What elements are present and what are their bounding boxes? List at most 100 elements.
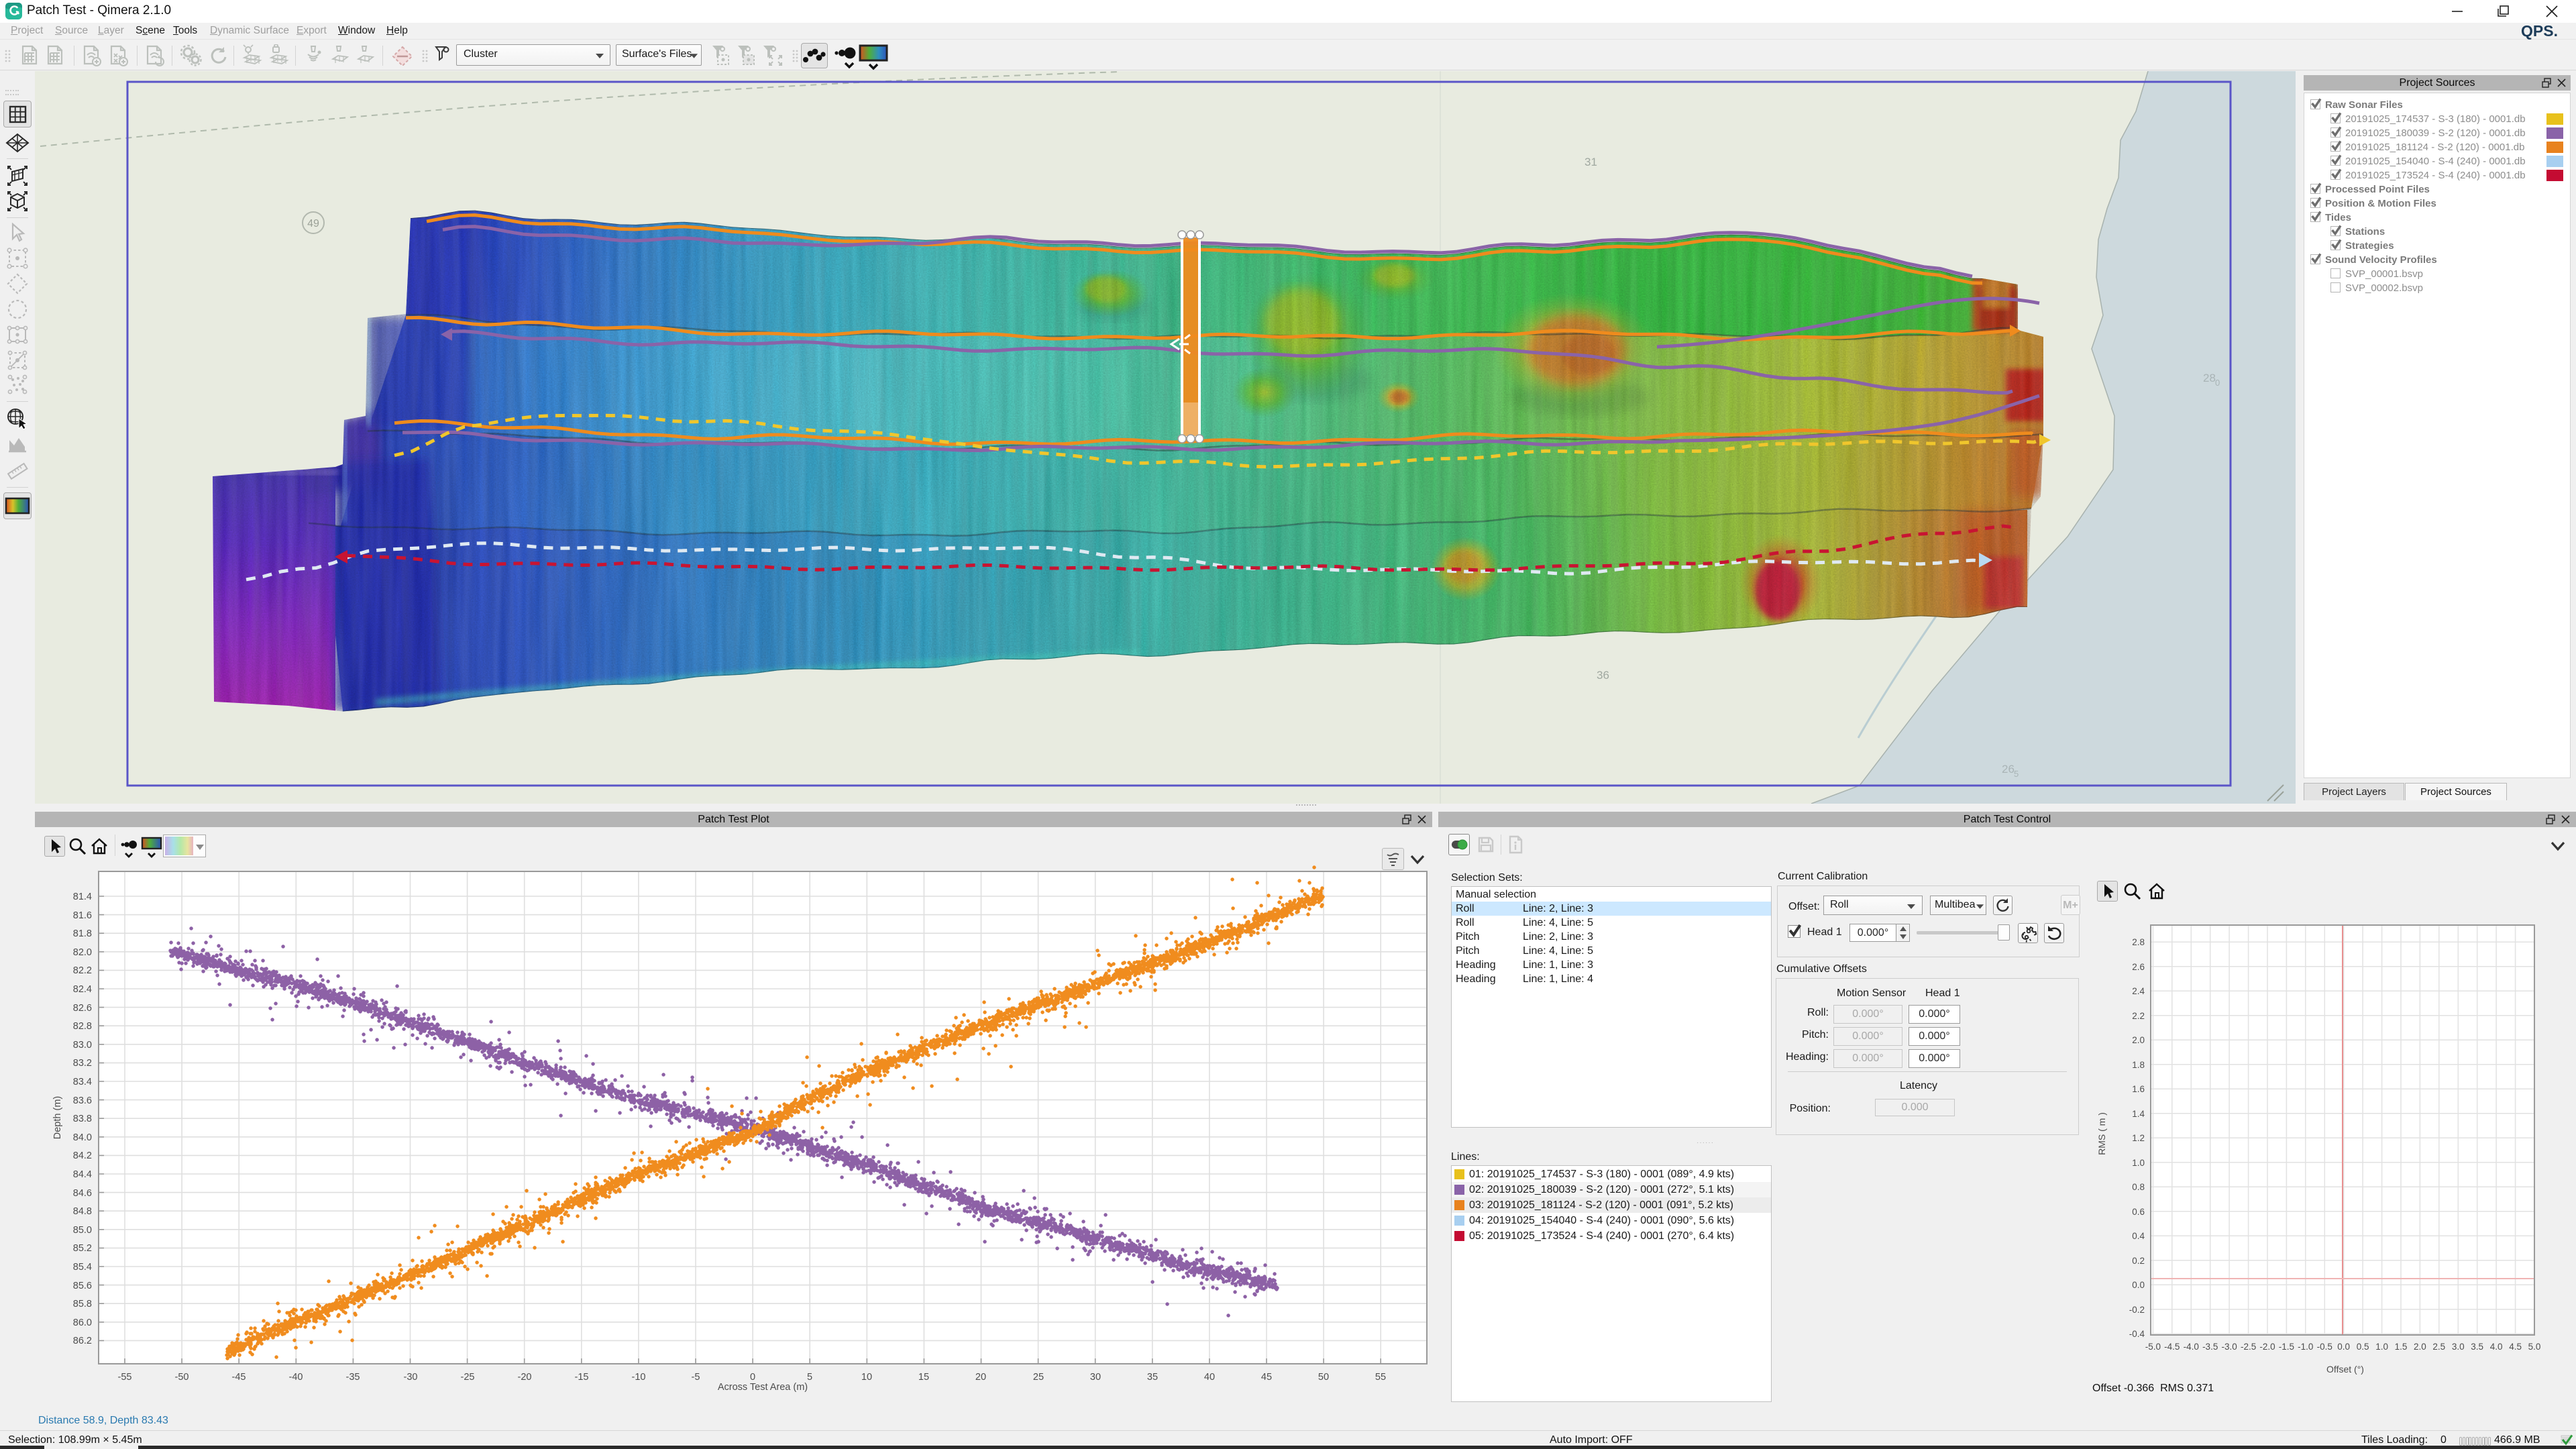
svg-text:-35: -35 <box>346 1372 360 1383</box>
svg-text:2.0: 2.0 <box>2414 1342 2426 1352</box>
svg-text:0.4: 0.4 <box>2132 1231 2145 1241</box>
svg-text:10: 10 <box>861 1372 872 1383</box>
svg-text:-5.0: -5.0 <box>2145 1342 2161 1352</box>
svg-text:2.6: 2.6 <box>2132 962 2145 972</box>
svg-text:15: 15 <box>918 1372 929 1383</box>
svg-text:-1.5: -1.5 <box>2279 1342 2294 1352</box>
svg-text:82.0: 82.0 <box>73 947 92 958</box>
svg-text:86.0: 86.0 <box>73 1318 92 1328</box>
svg-text:84.6: 84.6 <box>73 1188 92 1199</box>
svg-text:84.2: 84.2 <box>73 1150 92 1161</box>
svg-text:84.0: 84.0 <box>73 1132 92 1143</box>
svg-text:0: 0 <box>2215 378 2220 388</box>
svg-text:85.8: 85.8 <box>73 1299 92 1309</box>
svg-text:-0.2: -0.2 <box>2129 1305 2145 1315</box>
svg-text:50: 50 <box>1318 1372 1329 1383</box>
svg-text:2.0: 2.0 <box>2132 1035 2145 1045</box>
svg-text:-40: -40 <box>289 1372 303 1383</box>
svg-text:4.0: 4.0 <box>2490 1342 2503 1352</box>
svg-text:-1.0: -1.0 <box>2298 1342 2313 1352</box>
svg-text:5.0: 5.0 <box>2528 1342 2541 1352</box>
svg-text:3.5: 3.5 <box>2471 1342 2483 1352</box>
svg-text:86.2: 86.2 <box>73 1336 92 1346</box>
svg-text:4.5: 4.5 <box>2509 1342 2522 1352</box>
svg-text:85.0: 85.0 <box>73 1225 92 1236</box>
svg-text:-4.5: -4.5 <box>2164 1342 2180 1352</box>
svg-text:1.8: 1.8 <box>2132 1060 2145 1070</box>
svg-text:Offset -0.366 RMS 0.371: Offset -0.366 RMS 0.371 <box>2092 1383 2214 1394</box>
svg-text:5: 5 <box>2014 769 2019 779</box>
svg-text:-50: -50 <box>175 1372 189 1383</box>
svg-text:Depth (m): Depth (m) <box>52 1096 63 1139</box>
svg-text:35: 35 <box>1147 1372 1158 1383</box>
svg-text:0.5: 0.5 <box>2357 1342 2369 1352</box>
svg-text:2.2: 2.2 <box>2132 1011 2145 1021</box>
svg-text:2.4: 2.4 <box>2132 986 2145 996</box>
svg-text:31: 31 <box>1585 156 1597 168</box>
svg-text:-4.0: -4.0 <box>2184 1342 2199 1352</box>
svg-text:81.6: 81.6 <box>73 910 92 921</box>
svg-text:-10: -10 <box>632 1372 646 1383</box>
svg-text:Across Test Area (m): Across Test Area (m) <box>718 1382 808 1393</box>
svg-text:1.2: 1.2 <box>2132 1133 2145 1143</box>
svg-text:83.2: 83.2 <box>73 1058 92 1069</box>
svg-text:84.4: 84.4 <box>73 1169 92 1180</box>
svg-text:30: 30 <box>1090 1372 1101 1383</box>
svg-text:0.0: 0.0 <box>2337 1342 2350 1352</box>
svg-text:-2.5: -2.5 <box>2241 1342 2256 1352</box>
svg-text:-0.4: -0.4 <box>2129 1329 2145 1339</box>
svg-text:45: 45 <box>1261 1372 1272 1383</box>
svg-text:49: 49 <box>307 218 319 229</box>
svg-text:3.0: 3.0 <box>2452 1342 2465 1352</box>
svg-text:81.4: 81.4 <box>73 892 92 902</box>
svg-text:0: 0 <box>750 1372 755 1383</box>
svg-text:-5: -5 <box>692 1372 700 1383</box>
svg-text:28: 28 <box>2203 372 2216 384</box>
svg-text:Offset (°): Offset (°) <box>2326 1364 2364 1375</box>
svg-text:-30: -30 <box>404 1372 418 1383</box>
svg-text:0.2: 0.2 <box>2132 1256 2145 1266</box>
svg-text:25: 25 <box>1033 1372 1044 1383</box>
svg-text:-45: -45 <box>232 1372 246 1383</box>
svg-text:2.8: 2.8 <box>2132 937 2145 947</box>
svg-text:0.6: 0.6 <box>2132 1207 2145 1217</box>
svg-text:-20: -20 <box>518 1372 532 1383</box>
svg-text:83.8: 83.8 <box>73 1114 92 1124</box>
svg-text:83.0: 83.0 <box>73 1040 92 1051</box>
svg-text:85.2: 85.2 <box>73 1243 92 1254</box>
svg-text:83.4: 83.4 <box>73 1077 92 1087</box>
svg-text:85.6: 85.6 <box>73 1281 92 1291</box>
svg-text:-15: -15 <box>575 1372 589 1383</box>
svg-text:84.8: 84.8 <box>73 1206 92 1217</box>
svg-text:36: 36 <box>1597 669 1609 682</box>
svg-text:0.8: 0.8 <box>2132 1182 2145 1192</box>
svg-text:85.4: 85.4 <box>73 1262 92 1273</box>
svg-text:83.6: 83.6 <box>73 1095 92 1106</box>
svg-text:-2.0: -2.0 <box>2259 1342 2275 1352</box>
svg-text:Distance 58.9, Depth 83.43: Distance 58.9, Depth 83.43 <box>38 1415 168 1426</box>
svg-text:RMS ( m ): RMS ( m ) <box>2096 1112 2107 1155</box>
svg-text:26: 26 <box>2002 763 2015 775</box>
svg-text:-0.5: -0.5 <box>2317 1342 2332 1352</box>
svg-text:-3.0: -3.0 <box>2221 1342 2237 1352</box>
svg-text:2.5: 2.5 <box>2432 1342 2445 1352</box>
svg-text:0.0: 0.0 <box>2132 1280 2145 1290</box>
svg-text:-3.5: -3.5 <box>2202 1342 2218 1352</box>
svg-text:QPS.: QPS. <box>2521 23 2558 40</box>
svg-text:82.2: 82.2 <box>73 965 92 976</box>
svg-text:1.0: 1.0 <box>2132 1158 2145 1168</box>
svg-text:-55: -55 <box>118 1372 132 1383</box>
svg-text:20: 20 <box>975 1372 986 1383</box>
svg-text:55: 55 <box>1375 1372 1386 1383</box>
svg-text:1.0: 1.0 <box>2375 1342 2388 1352</box>
svg-text:1.4: 1.4 <box>2132 1109 2145 1119</box>
svg-text:40: 40 <box>1204 1372 1215 1383</box>
svg-text:1.6: 1.6 <box>2132 1084 2145 1094</box>
svg-text:82.6: 82.6 <box>73 1003 92 1014</box>
svg-text:1.5: 1.5 <box>2395 1342 2408 1352</box>
svg-text:-25: -25 <box>461 1372 475 1383</box>
svg-text:82.8: 82.8 <box>73 1021 92 1032</box>
svg-text:5: 5 <box>807 1372 812 1383</box>
svg-text:81.8: 81.8 <box>73 928 92 939</box>
svg-text:82.4: 82.4 <box>73 984 92 995</box>
